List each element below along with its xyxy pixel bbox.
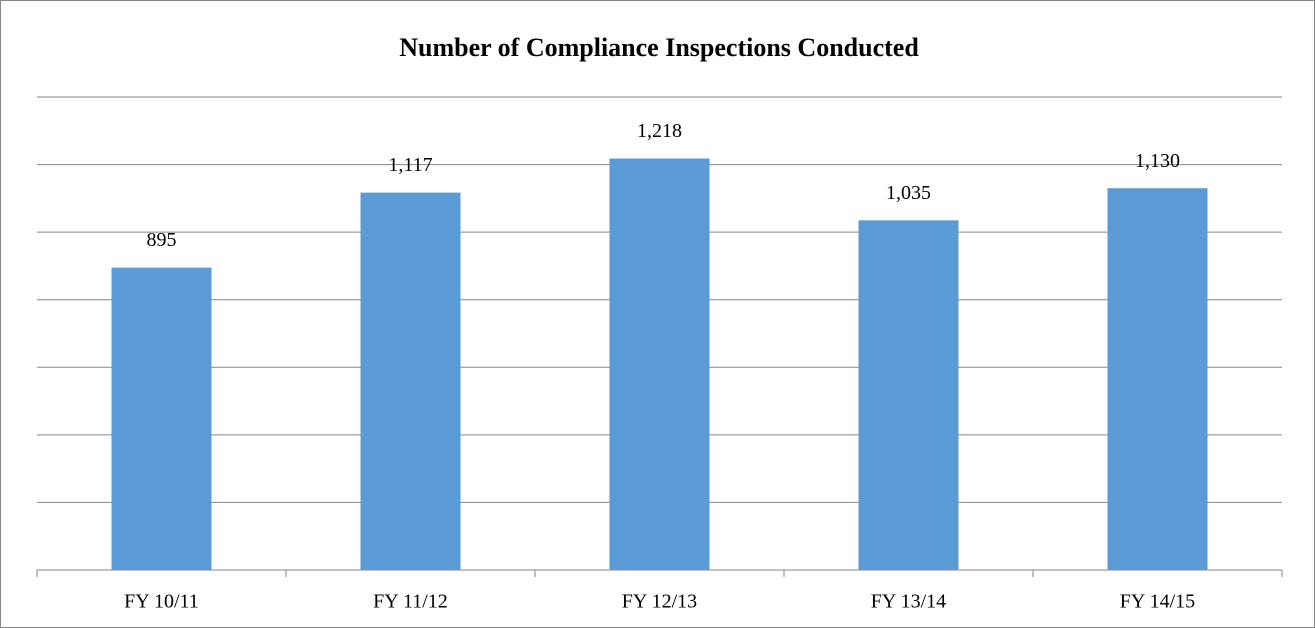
bar [360,192,461,570]
data-label: 895 [147,229,177,251]
data-label: 1,218 [637,120,682,142]
data-label: 1,130 [1135,150,1180,172]
x-tick-label: FY 14/15 [1120,591,1195,613]
data-label: 1,035 [886,182,931,204]
data-label: 1,117 [388,154,432,176]
bar [609,158,710,571]
x-tick-label: FY 11/12 [373,591,448,613]
chart-title: Number of Compliance Inspections Conduct… [399,33,919,62]
x-tick-label: FY 12/13 [622,591,697,613]
bar [1107,188,1208,570]
x-tick-label: FY 13/14 [871,591,946,613]
bar [111,267,212,570]
x-tick-label: FY 10/11 [124,591,199,613]
bar [858,220,959,570]
